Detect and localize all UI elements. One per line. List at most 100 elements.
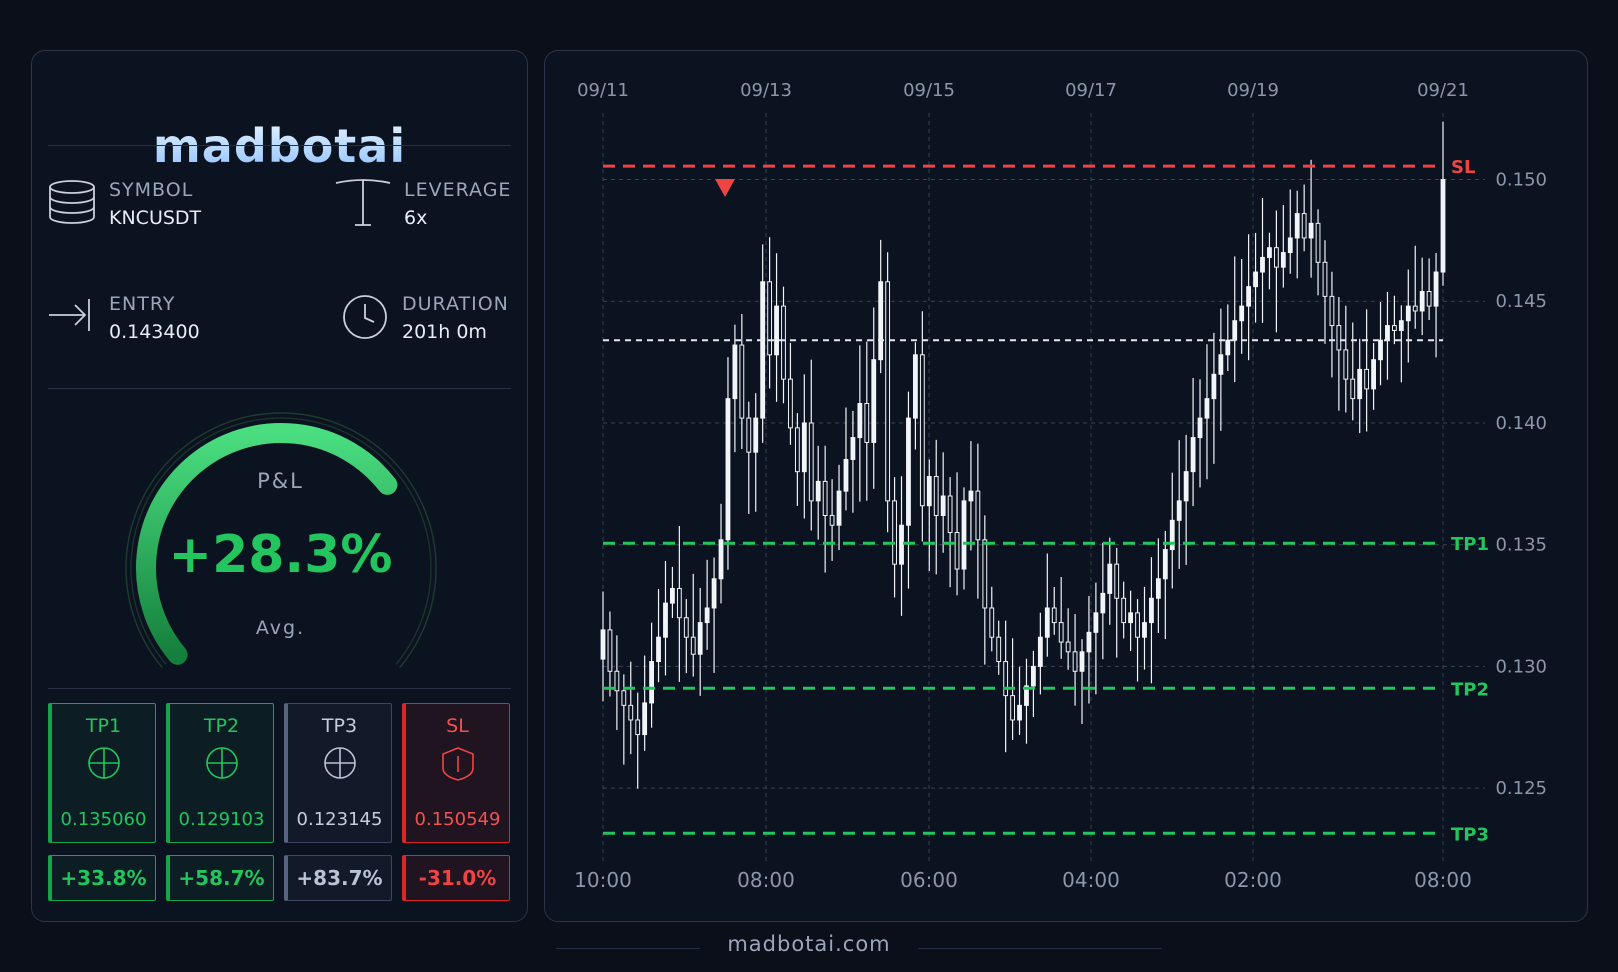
candle-body (746, 417, 752, 453)
price-chart-panel: 0.150 0.145 0.140 0.135 0.130 0.125 09/11 09/13… (544, 50, 1588, 922)
candle-body (871, 359, 877, 443)
candle-body (1260, 256, 1265, 273)
candle-body (933, 476, 939, 516)
candle-body (1107, 563, 1113, 594)
candle-body (996, 636, 1002, 663)
candle-body (982, 539, 988, 609)
level-label-tp1: TP1 (1451, 534, 1489, 555)
x-time-label: 08:00 (737, 868, 795, 892)
candle-body (968, 490, 974, 502)
candle-body (642, 702, 648, 736)
candle-body (704, 607, 710, 624)
target-pct-tp2: +58.7% (166, 855, 274, 901)
candle-body (718, 539, 724, 580)
x-time-label: 08:00 (1414, 868, 1472, 892)
candle-body (1072, 651, 1078, 672)
candle-body (600, 629, 606, 660)
candle-body (1391, 325, 1397, 331)
candle-body (878, 281, 884, 361)
candle-body (1149, 597, 1154, 624)
candle-body (1405, 305, 1411, 322)
shield-icon (441, 747, 474, 781)
target-price: 0.129103 (178, 809, 265, 830)
gauge-inner-ring (130, 417, 432, 665)
candle-body (975, 490, 981, 541)
duration-info: DURATION 201h 0m (340, 291, 509, 347)
x-date-label: 09/19 (1227, 80, 1279, 101)
candle-body (1204, 398, 1210, 419)
candle-body (892, 500, 897, 565)
footer-line-left (556, 948, 700, 949)
target-card-tp3: TP3 0.123145 (284, 703, 392, 843)
candle-body (1273, 247, 1279, 268)
candle-body (1100, 592, 1106, 614)
footer-line-right (918, 948, 1162, 949)
brand-logo: madbotai (32, 119, 527, 173)
candle-body (899, 524, 904, 565)
database-icon (49, 180, 95, 224)
gauge-outer-ring (125, 412, 437, 669)
candle-body (1051, 607, 1057, 624)
candle-body (781, 305, 786, 380)
candle-body (1211, 373, 1217, 400)
entry-info: ENTRY 0.143400 (47, 291, 200, 347)
symbol-value: KNCUSDT (109, 207, 202, 229)
target-price: 0.123145 (296, 809, 383, 830)
candle-body (1031, 665, 1036, 687)
pnl-gauge (125, 412, 437, 669)
x-date-label: 09/15 (903, 80, 955, 101)
x-time-label: 04:00 (1062, 868, 1120, 892)
candle-body (788, 378, 793, 429)
candle-body (989, 607, 995, 638)
candle-body (739, 344, 745, 419)
candle-body (1398, 320, 1404, 331)
candle-body (1336, 325, 1342, 351)
pnl-title: P&L (257, 469, 304, 493)
y-tick-label: 0.125 (1495, 778, 1547, 799)
candle-body (1017, 704, 1022, 721)
candle-body (864, 402, 870, 443)
candle-body (711, 578, 717, 609)
divider-mid (48, 388, 511, 389)
candle-body (697, 622, 703, 655)
leverage-info: LEVERAGE 6x (334, 177, 511, 233)
leverage-value: 6x (404, 207, 428, 229)
candle-body (850, 437, 856, 460)
candlestick-chart: 0.150 0.145 0.140 0.135 0.130 0.125 09/11 09/13… (574, 80, 1547, 892)
candle-body (1385, 325, 1390, 341)
candle-body (947, 495, 953, 534)
x-time-label: 10:00 (574, 868, 632, 892)
candle-body (1197, 417, 1203, 439)
candle-body (885, 281, 891, 502)
x-time-label: 02:00 (1224, 868, 1282, 892)
level-label-tp2: TP2 (1451, 679, 1489, 700)
x-date-label: 09/21 (1417, 80, 1469, 101)
y-tick-label: 0.135 (1495, 535, 1547, 556)
candle-body (732, 344, 738, 400)
lever-icon (335, 179, 391, 226)
pnl-sub-label: Avg. (255, 617, 306, 639)
pnl-value: +28.3% (168, 525, 393, 585)
candle-body (1218, 354, 1224, 375)
signal-marker (715, 179, 736, 197)
candle-body (1065, 641, 1071, 653)
x-date-label: 09/11 (577, 80, 629, 101)
candle-body (1162, 549, 1168, 580)
x-date-label: 09/17 (1065, 80, 1117, 101)
candle-body (1440, 179, 1446, 273)
candle-body (1419, 291, 1425, 312)
target-card-sl: SL 0.150549 (402, 703, 510, 843)
candle-body (829, 514, 835, 526)
candle-body (1142, 622, 1147, 638)
candle-body (1329, 295, 1335, 327)
x-time-label: 06:00 (900, 868, 958, 892)
target-price: 0.135060 (60, 809, 147, 830)
y-tick-label: 0.140 (1495, 413, 1547, 434)
candle-body (815, 480, 821, 502)
candle-body (1058, 622, 1064, 643)
candle-body (808, 422, 814, 502)
target-name: TP3 (321, 715, 358, 737)
candle-body (1343, 349, 1349, 380)
candle-body (1086, 631, 1092, 653)
candle-body (1301, 213, 1307, 239)
